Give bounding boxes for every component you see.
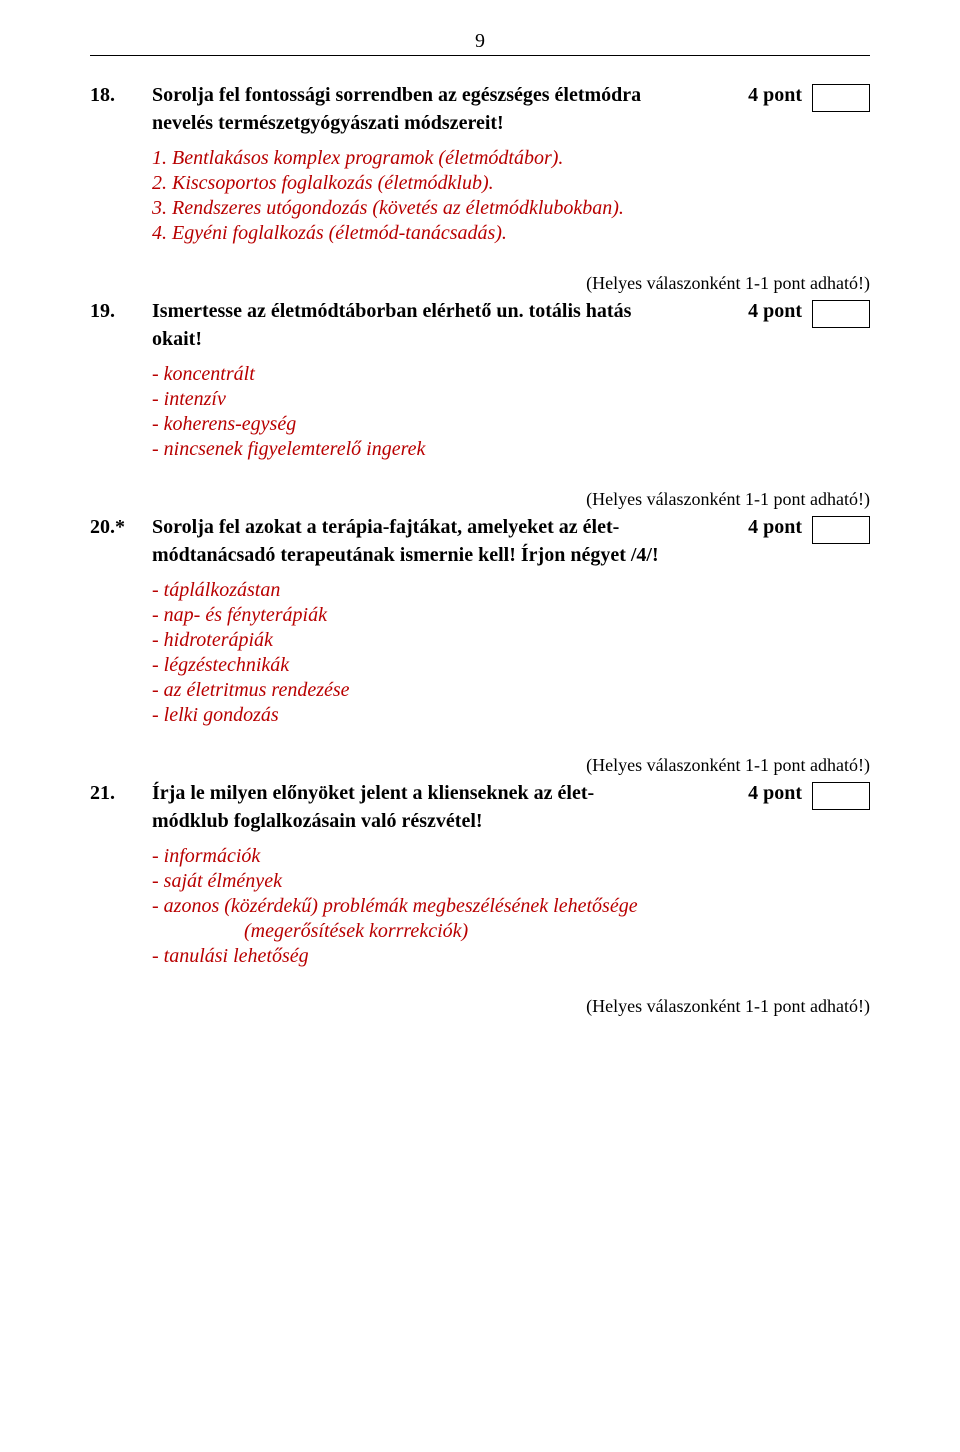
question-block: 21. Írja le milyen előnyöket jelent a kl… — [90, 782, 870, 970]
answer-line: - táplálkozástan — [152, 579, 870, 602]
scoring-note: (Helyes válaszonként 1-1 pont adható!) — [90, 755, 870, 776]
question-title-line1: Írja le milyen előnyöket jelent a kliens… — [152, 782, 744, 805]
question-points: 4 pont — [748, 782, 802, 805]
question-points: 4 pont — [748, 84, 802, 107]
answer-line: - nap- és fényterápiák — [152, 604, 870, 627]
question-title-line1: Sorolja fel azokat a terápia-fajtákat, a… — [152, 516, 744, 539]
answer-line: - saját élmények — [152, 870, 870, 893]
question-number: 20.* — [90, 516, 152, 539]
answer-line: 4. Egyéni foglalkozás (életmód-tanácsadá… — [152, 222, 870, 245]
question-points: 4 pont — [748, 300, 802, 323]
score-box[interactable] — [812, 782, 870, 810]
answer-line: - lelki gondozás — [152, 704, 870, 727]
answer-line: - azonos (közérdekű) problémák megbeszél… — [152, 895, 870, 918]
question-block: 18. Sorolja fel fontossági sorrendben az… — [90, 84, 870, 247]
answer-line: - tanulási lehetőség — [152, 945, 870, 968]
answer-line: - nincsenek figyelemterelő ingerek — [152, 438, 870, 461]
answer-list: 1. Bentlakásos komplex programok (életmó… — [152, 147, 870, 245]
question-title-line1: Ismertesse az életmódtáborban elérhető u… — [152, 300, 744, 323]
question-number: 19. — [90, 300, 152, 323]
answer-line: 1. Bentlakásos komplex programok (életmó… — [152, 147, 870, 170]
question-title-line2: okait! — [152, 328, 870, 351]
score-box[interactable] — [812, 300, 870, 328]
scoring-note: (Helyes válaszonként 1-1 pont adható!) — [90, 996, 870, 1017]
answer-list: - információk - saját élmények - azonos … — [152, 845, 870, 968]
scoring-note: (Helyes válaszonként 1-1 pont adható!) — [90, 273, 870, 294]
document-page: 9 18. Sorolja fel fontossági sorrendben … — [0, 0, 960, 1073]
score-box[interactable] — [812, 84, 870, 112]
score-box[interactable] — [812, 516, 870, 544]
answer-line: - intenzív — [152, 388, 870, 411]
question-title-line2: nevelés természetgyógyászati módszereit! — [152, 112, 870, 135]
answer-line: (megerősítések korrrekciók) — [222, 920, 870, 943]
question-number: 21. — [90, 782, 152, 805]
answer-line: 2. Kiscsoportos foglalkozás (életmódklub… — [152, 172, 870, 195]
scoring-note: (Helyes válaszonként 1-1 pont adható!) — [90, 489, 870, 510]
answer-line: 3. Rendszeres utógondozás (követés az él… — [152, 197, 870, 220]
answer-line: - hidroterápiák — [152, 629, 870, 652]
answer-line: - légzéstechnikák — [152, 654, 870, 677]
question-block: 19. Ismertesse az életmódtáborban elérhe… — [90, 300, 870, 463]
question-block: 20.* Sorolja fel azokat a terápia-fajták… — [90, 516, 870, 729]
top-rule — [90, 55, 870, 56]
page-number: 9 — [90, 30, 870, 53]
answer-list: - koncentrált - intenzív - koherens-egys… — [152, 363, 870, 461]
question-points: 4 pont — [748, 516, 802, 539]
question-title-line2: módklub foglalkozásain való részvétel! — [152, 810, 870, 833]
answer-list: - táplálkozástan - nap- és fényterápiák … — [152, 579, 870, 727]
answer-line: - koncentrált — [152, 363, 870, 386]
question-number: 18. — [90, 84, 152, 107]
answer-line: - koherens-egység — [152, 413, 870, 436]
question-title-line2: módtanácsadó terapeutának ismernie kell!… — [152, 544, 870, 567]
question-title-line1: Sorolja fel fontossági sorrendben az egé… — [152, 84, 744, 107]
answer-line: - az életritmus rendezése — [152, 679, 870, 702]
answer-line: - információk — [152, 845, 870, 868]
